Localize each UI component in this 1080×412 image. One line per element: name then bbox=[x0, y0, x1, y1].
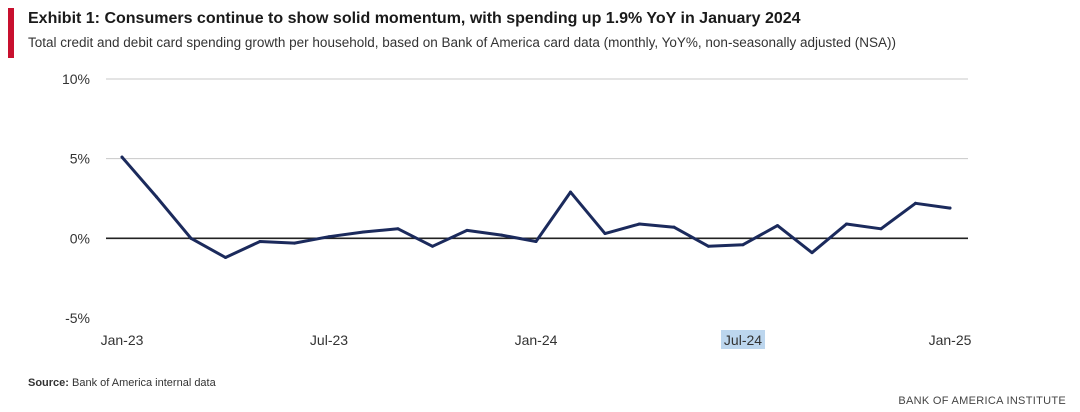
data-point bbox=[776, 224, 779, 228]
data-point bbox=[810, 251, 814, 255]
accent-bar bbox=[8, 8, 14, 58]
data-point bbox=[569, 190, 572, 194]
y-axis-labels: 10% 5% 0% -5% bbox=[62, 71, 90, 326]
data-point bbox=[672, 225, 676, 229]
data-point bbox=[534, 240, 538, 244]
data-point bbox=[638, 222, 641, 226]
y-tick-label: 5% bbox=[70, 151, 90, 167]
x-tick-highlight bbox=[721, 330, 765, 349]
data-point bbox=[707, 244, 710, 248]
source-label: Source: bbox=[28, 377, 69, 389]
y-tick-label: 10% bbox=[62, 71, 90, 87]
data-point bbox=[396, 227, 400, 231]
x-tick-label: Jan-24 bbox=[515, 332, 558, 348]
x-tick-label: Jul-23 bbox=[310, 332, 348, 348]
data-point bbox=[327, 235, 331, 239]
grid-layer bbox=[106, 78, 968, 240]
data-point bbox=[914, 201, 917, 205]
data-point bbox=[879, 227, 883, 231]
data-point bbox=[948, 206, 952, 210]
series-layer bbox=[120, 155, 952, 259]
data-point bbox=[500, 233, 503, 237]
data-point bbox=[465, 228, 469, 232]
chart-title: Exhibit 1: Consumers continue to show so… bbox=[28, 10, 801, 27]
source-note: Source: Bank of America internal data bbox=[28, 377, 216, 389]
x-tick-label: Jan-25 bbox=[929, 332, 972, 348]
y-tick-label: 0% bbox=[70, 230, 90, 246]
y-tick-label: -5% bbox=[65, 310, 90, 326]
line-chart: 10%5%0%-5% Jan-23 Jul-23 Jan-24 Jul-24 Jan-2… bbox=[62, 71, 972, 349]
data-point bbox=[362, 230, 365, 234]
data-point bbox=[189, 236, 193, 240]
data-point bbox=[293, 241, 296, 245]
x-tick-label: Jan-23 bbox=[101, 332, 144, 348]
chart-subtitle: Total credit and debit card spending gro… bbox=[28, 35, 897, 50]
source-text: Bank of America internal data bbox=[72, 377, 216, 389]
data-point bbox=[741, 243, 745, 247]
data-point bbox=[120, 155, 124, 159]
data-point bbox=[155, 195, 158, 199]
x-axis-labels: Jan-23 Jul-23 Jan-24 Jul-24 Jan-25 bbox=[101, 330, 972, 349]
data-point bbox=[431, 244, 434, 248]
data-point bbox=[224, 255, 227, 259]
brand-wordmark: BANK OF AMERICA INSTITUTE bbox=[898, 395, 1066, 407]
data-point bbox=[845, 222, 848, 226]
x-tick-label: Jul-24 bbox=[724, 332, 762, 348]
data-point bbox=[258, 240, 262, 244]
data-point bbox=[603, 232, 607, 236]
